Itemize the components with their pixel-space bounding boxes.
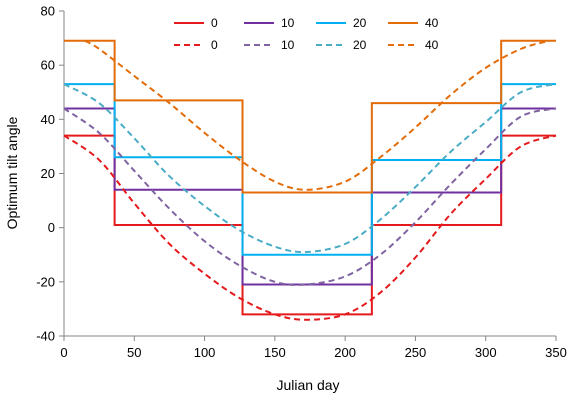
series-line-40-solid [64,39,556,194]
legend-label: 0 [211,38,218,52]
legend-label: 40 [425,16,439,30]
legend-label: 0 [211,16,218,30]
x-tick-label: 300 [475,345,497,360]
series-line-0-dashed [63,134,557,321]
x-tick-label: 100 [194,345,216,360]
y-tick-label: -20 [36,274,55,289]
legend-label: 10 [281,16,295,30]
x-tick-label: 250 [405,345,427,360]
y-tick-label: 20 [41,166,55,181]
series-line-20-solid [64,83,556,256]
series-line-20-dashed [63,83,557,254]
x-axis: 0 50 100 150 200 250 300 350 [60,335,567,360]
y-tick-label: 80 [41,4,55,19]
y-axis: -40 -20 0 20 40 60 80 [36,4,65,344]
y-tick-label: 60 [41,58,55,73]
series-line-0-solid [64,134,556,316]
series-line-10-solid [64,107,556,286]
legend-label: 20 [353,38,367,52]
plot-area [63,39,557,321]
x-tick-label: 150 [264,345,286,360]
series-line-40-dashed [84,39,550,191]
x-tick-label: 350 [545,345,567,360]
x-tick-label: 200 [334,345,356,360]
legend-label: 10 [281,38,295,52]
series-line-10-dashed [63,107,557,286]
x-tick-label: 50 [127,345,141,360]
x-axis-title: Julian day [276,377,339,393]
y-tick-label: 0 [48,220,55,235]
x-tick-label: 0 [60,345,67,360]
legend: 0 10 20 40 0 10 20 40 [174,16,439,52]
legend-label: 40 [425,38,439,52]
legend-label: 20 [353,16,367,30]
y-tick-label: 40 [41,112,55,127]
y-axis-title: Optimum tilt angle [4,116,20,229]
y-tick-label: -40 [36,329,55,344]
